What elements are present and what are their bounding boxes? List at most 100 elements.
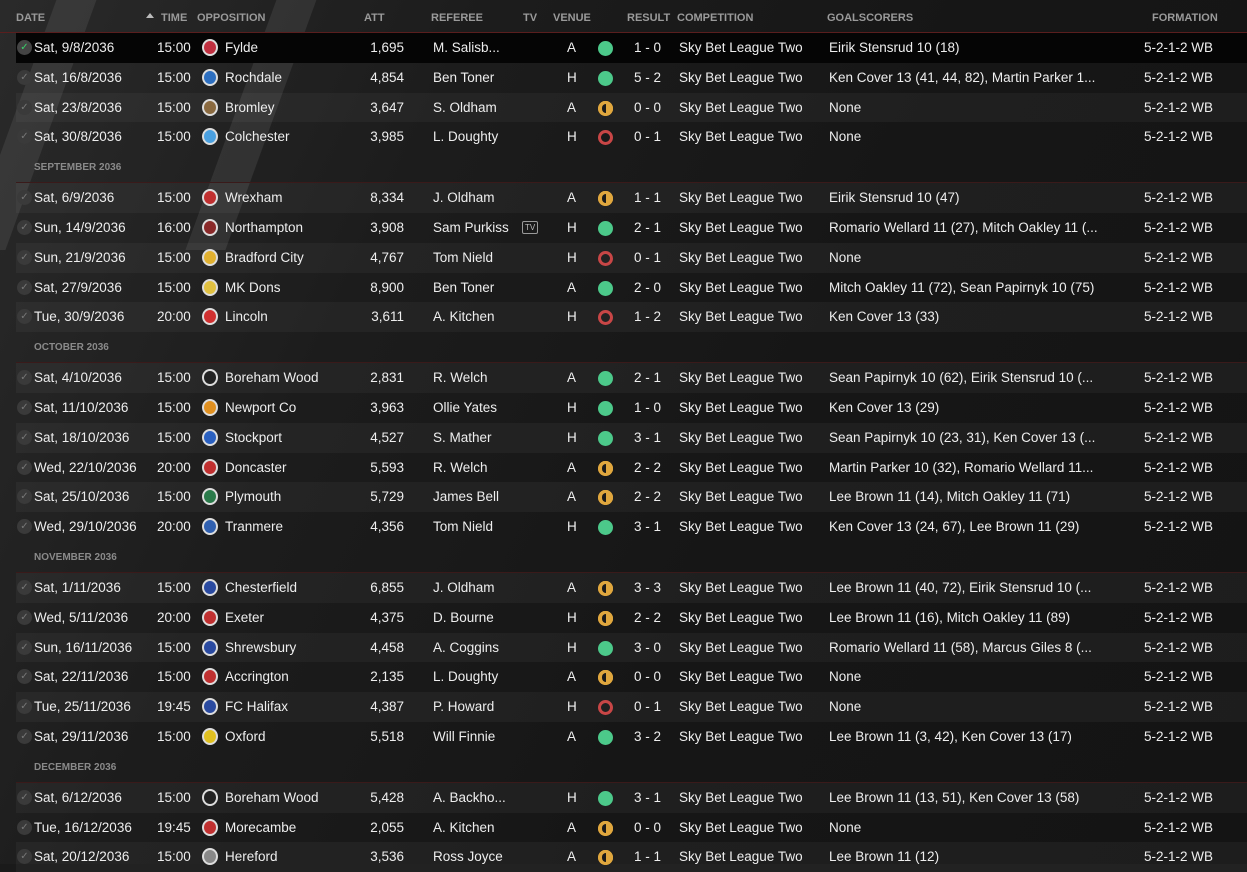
- opposition[interactable]: Bradford City: [225, 249, 304, 265]
- referee[interactable]: Sam Purkiss: [433, 219, 509, 235]
- month-group: ✓ Sat, 4/10/2036 15:00 Boreham Wood 2,831 R. …: [16, 363, 1247, 542]
- venue: A: [567, 849, 577, 865]
- table-row[interactable]: ✓ Sat, 30/8/2036 15:00 Colchester 3,985 L. Do…: [16, 122, 1247, 152]
- opposition[interactable]: Shrewsbury: [225, 639, 297, 655]
- opposition[interactable]: Fylde: [225, 40, 259, 55]
- result: 1 - 0: [634, 40, 662, 55]
- table-row[interactable]: ✓ Sat, 11/10/2036 15:00 Newport Co 3,963 Olli…: [16, 393, 1247, 423]
- col-goalscorers[interactable]: GOALSCORERS: [827, 12, 914, 24]
- kickoff-time: 15:00: [157, 429, 191, 445]
- formation: 5-2-1-2 WB: [1144, 639, 1214, 655]
- table-row[interactable]: ✓ Sat, 27/9/2036 15:00 MK Dons 8,900 Ben Tone…: [16, 273, 1247, 303]
- col-formation[interactable]: FORMATION: [1152, 12, 1218, 24]
- col-tv[interactable]: TV: [523, 12, 538, 24]
- opposition[interactable]: Rochdale: [225, 69, 283, 85]
- table-row[interactable]: ✓ Wed, 5/11/2036 20:00 Exeter 4,375 D. Bourne…: [16, 603, 1247, 633]
- referee[interactable]: Ollie Yates: [433, 399, 498, 415]
- referee[interactable]: R. Welch: [433, 370, 488, 386]
- opposition[interactable]: Doncaster: [225, 459, 287, 475]
- col-time[interactable]: TIME: [161, 12, 188, 24]
- table-row[interactable]: ✓ Sat, 29/11/2036 15:00 Oxford 5,518 Will Fin…: [16, 722, 1247, 752]
- col-competition[interactable]: COMPETITION: [677, 12, 754, 24]
- table-row[interactable]: ✓ Wed, 29/10/2036 20:00 Tranmere 4,356 Tom Ni…: [16, 512, 1247, 542]
- referee[interactable]: L. Doughty: [433, 669, 499, 685]
- table-row[interactable]: ✓ Sat, 23/8/2036 15:00 Bromley 3,647 S. Oldha…: [16, 92, 1247, 123]
- referee[interactable]: J. Oldham: [433, 579, 495, 595]
- table-row[interactable]: ✓ Sat, 25/10/2036 15:00 Plymouth 5,729 James …: [16, 482, 1247, 513]
- result-draw-icon: [598, 191, 613, 207]
- attendance: 4,356: [370, 519, 404, 535]
- col-att[interactable]: ATT: [364, 12, 385, 24]
- col-opposition[interactable]: OPPOSITION: [197, 12, 266, 24]
- formation: 5-2-1-2 WB: [1144, 309, 1214, 325]
- opposition[interactable]: Accrington: [225, 669, 289, 685]
- opposition[interactable]: Wrexham: [225, 190, 283, 206]
- referee[interactable]: Ross Joyce: [433, 849, 503, 865]
- referee[interactable]: Ben Toner: [433, 279, 495, 295]
- club-crest-icon: [202, 698, 218, 716]
- table-row[interactable]: ✓ Sat, 1/11/2036 15:00 Chesterfield 6,855 J. …: [16, 572, 1247, 603]
- table-row[interactable]: ✓ Tue, 25/11/2036 19:45 FC Halifax 4,387 P. H…: [16, 692, 1247, 722]
- table-row[interactable]: ✓ Sat, 16/8/2036 15:00 Rochdale 4,854 Ben Ton…: [16, 63, 1247, 93]
- referee[interactable]: L. Doughty: [433, 129, 499, 145]
- venue: H: [567, 309, 577, 325]
- opposition[interactable]: Northampton: [225, 219, 304, 235]
- opposition[interactable]: Boreham Wood: [225, 370, 319, 386]
- opposition[interactable]: Lincoln: [225, 309, 268, 325]
- col-date[interactable]: DATE: [16, 12, 46, 24]
- table-row[interactable]: ✓ Wed, 22/10/2036 20:00 Doncaster 5,593 R. We…: [16, 453, 1247, 483]
- opposition[interactable]: Newport Co: [225, 399, 297, 415]
- referee[interactable]: M. Salisb...: [433, 40, 500, 55]
- month-header: DECEMBER 2036: [16, 752, 1247, 783]
- table-row[interactable]: ✓ Sun, 14/9/2036 16:00 Northampton 3,908 Sam …: [16, 213, 1247, 243]
- table-row[interactable]: ✓ Sun, 21/9/2036 15:00 Bradford City 4,767 To…: [16, 242, 1247, 273]
- goalscorers: Eirik Stensrud 10 (47): [829, 190, 960, 206]
- col-venue[interactable]: VENUE: [553, 12, 591, 24]
- opposition[interactable]: Exeter: [225, 609, 265, 625]
- referee[interactable]: Tom Nield: [433, 519, 494, 535]
- goalscorers: Lee Brown 11 (14), Mitch Oakley 11 (71): [829, 489, 1071, 505]
- col-referee[interactable]: REFEREE: [431, 12, 483, 24]
- referee[interactable]: S. Mather: [433, 429, 492, 445]
- opposition[interactable]: Tranmere: [225, 519, 284, 535]
- table-row[interactable]: ✓ Sat, 6/9/2036 15:00 Wrexham 8,334 J. Oldham…: [16, 183, 1247, 213]
- table-row[interactable]: ✓ Sat, 20/12/2036 15:00 Hereford 3,536 Ross J…: [16, 842, 1247, 872]
- referee[interactable]: James Bell: [433, 489, 500, 505]
- col-result[interactable]: RESULT: [627, 12, 671, 24]
- referee[interactable]: A. Coggins: [433, 639, 500, 655]
- sort-ascending-icon[interactable]: [146, 13, 154, 18]
- table-row[interactable]: ✓ Sat, 6/12/2036 15:00 Boreham Wood 5,428 A. …: [16, 782, 1247, 813]
- table-row[interactable]: ✓ Sat, 18/10/2036 15:00 Stockport 4,527 S. Ma…: [16, 422, 1247, 453]
- opposition[interactable]: Oxford: [225, 728, 266, 744]
- venue: A: [567, 370, 577, 386]
- referee[interactable]: Will Finnie: [433, 728, 496, 744]
- table-row[interactable]: ✓ Sun, 16/11/2036 15:00 Shrewsbury 4,458 A. C…: [16, 632, 1247, 663]
- opposition[interactable]: Chesterfield: [225, 579, 298, 595]
- referee[interactable]: A. Kitchen: [433, 309, 495, 325]
- opposition[interactable]: Colchester: [225, 129, 290, 145]
- table-row[interactable]: ✓ Sat, 4/10/2036 15:00 Boreham Wood 2,831 R. …: [16, 363, 1247, 393]
- referee[interactable]: S. Oldham: [433, 99, 497, 115]
- opposition[interactable]: Boreham Wood: [225, 789, 319, 805]
- opposition[interactable]: Plymouth: [225, 489, 282, 505]
- attendance: 5,518: [370, 728, 404, 744]
- referee[interactable]: Tom Nield: [433, 249, 494, 265]
- check-icon: ✓: [17, 279, 32, 295]
- referee[interactable]: J. Oldham: [433, 190, 495, 206]
- referee[interactable]: A. Kitchen: [433, 819, 495, 835]
- opposition[interactable]: Bromley: [225, 99, 275, 115]
- referee[interactable]: Ben Toner: [433, 69, 495, 85]
- referee[interactable]: R. Welch: [433, 459, 488, 475]
- opposition[interactable]: Hereford: [225, 849, 278, 865]
- referee[interactable]: A. Backho...: [433, 789, 506, 805]
- opposition[interactable]: Stockport: [225, 429, 283, 445]
- referee[interactable]: P. Howard: [433, 699, 495, 715]
- opposition[interactable]: FC Halifax: [225, 699, 289, 715]
- opposition[interactable]: MK Dons: [225, 279, 281, 295]
- table-row[interactable]: ✓ Tue, 30/9/2036 20:00 Lincoln 3,611 A. Kitch…: [16, 302, 1247, 333]
- table-row[interactable]: ✓ Sat, 9/8/2036 15:00 Fylde 1,695 M. Salisb..…: [16, 33, 1247, 63]
- referee[interactable]: D. Bourne: [433, 609, 494, 625]
- opposition[interactable]: Morecambe: [225, 819, 297, 835]
- table-row[interactable]: ✓ Sat, 22/11/2036 15:00 Accrington 2,135 L. D…: [16, 662, 1247, 692]
- table-row[interactable]: ✓ Tue, 16/12/2036 19:45 Morecambe 2,055 A. Ki…: [16, 813, 1247, 843]
